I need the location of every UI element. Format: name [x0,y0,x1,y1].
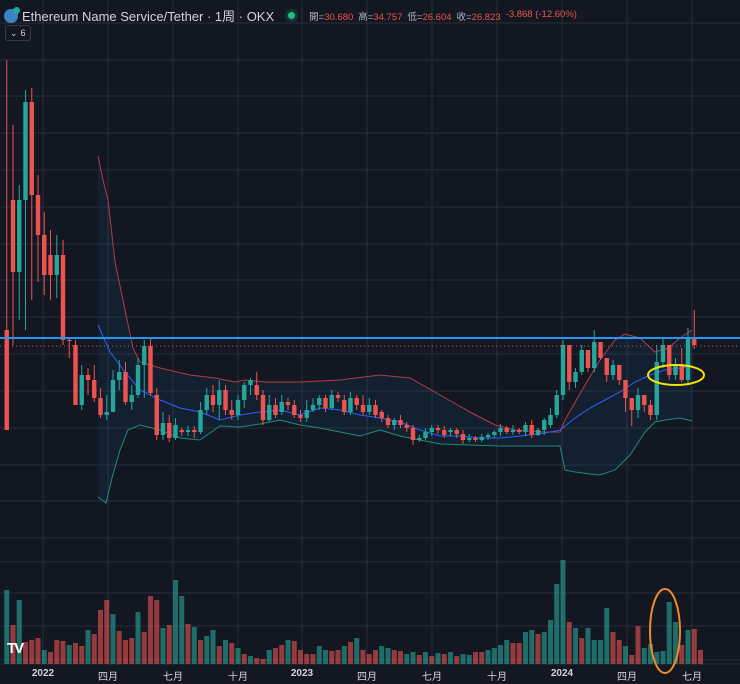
indicators-count: 6 [20,28,26,38]
time-axis-label: 七月 [163,672,183,683]
time-axis-label: 十月 [228,672,248,683]
time-axis-label: 七月 [422,672,442,683]
high-value: 34.757 [373,11,403,23]
low-label: 低= [407,11,423,23]
time-axis-label: 七月 [682,672,702,683]
open-value: 30.680 [324,11,354,23]
time-axis-label: 四月 [98,672,118,683]
volume-bars [4,560,703,664]
change-value: -3.868 (-12.60%) [505,8,577,20]
open-label: 開= [309,11,325,23]
time-axis-label: 2023 [290,668,314,679]
ens-coin-icon [4,6,20,23]
time-axis-label: 2024 [550,668,574,679]
price-lines [0,337,740,347]
candlesticks [4,60,697,445]
time-axis-label: 十月 [487,672,507,683]
time-axis-label: 2022 [31,668,55,679]
time-axis-label: 四月 [357,672,377,683]
time-axis-label: 四月 [617,672,637,683]
chevron-down-icon: ⌄ [10,27,18,38]
market-open-status-icon [288,12,296,19]
grid [0,0,740,665]
close-value: 26.823 [471,11,501,23]
time-axis[interactable]: 2022 四月 七月 十月 2023 四月 七月 十月 2024 四月 七月 [0,664,740,684]
high-label: 高= [358,11,374,23]
chart-legend: Ethereum Name Service/Tether · 1周 · OKX … [4,6,577,25]
ohlc-values: 開=30.680 高=34.757 低=26.604 收=26.823 -3.8… [309,9,577,23]
low-value: 26.604 [422,11,452,23]
bollinger-bands [97,155,693,504]
symbol-title[interactable]: Ethereum Name Service/Tether · 1周 · OKX [22,9,275,24]
indicators-toggle-button[interactable]: ⌄ 6 [5,25,31,41]
tradingview-logo[interactable]: TV [7,640,24,657]
bollinger-band-fill [98,156,692,503]
close-label: 收= [456,11,472,23]
annotations [647,364,705,674]
